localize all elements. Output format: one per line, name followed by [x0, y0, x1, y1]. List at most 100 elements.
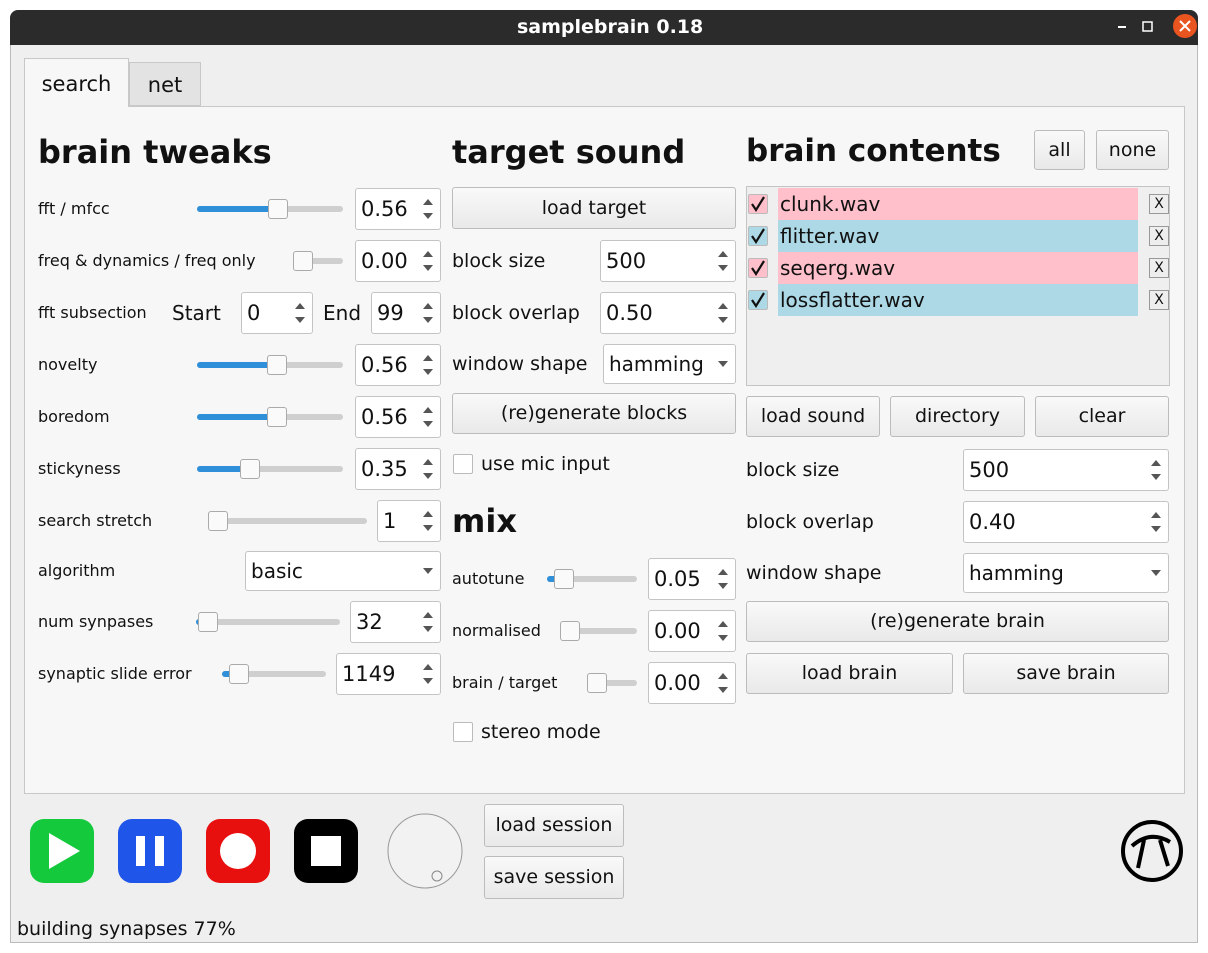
slider-track[interactable]	[197, 466, 343, 472]
button[interactable]: save brain	[963, 653, 1169, 694]
combo-box[interactable]: hamming	[963, 553, 1169, 593]
arrow[interactable]	[423, 355, 433, 361]
arrow[interactable]	[423, 525, 433, 531]
checkbox[interactable]	[748, 194, 768, 214]
slider-track[interactable]	[588, 680, 637, 686]
spin-box[interactable]: 0.56	[355, 188, 441, 230]
slider-track[interactable]	[293, 258, 343, 264]
arrow[interactable]	[423, 664, 433, 670]
spin-box[interactable]: 0.50	[600, 292, 736, 334]
button[interactable]: clear	[1035, 396, 1169, 437]
slider-track[interactable]	[222, 671, 326, 677]
arrow[interactable]	[1151, 512, 1161, 518]
slider-handle[interactable]	[560, 621, 580, 641]
arrow[interactable]	[423, 473, 433, 479]
file-name[interactable]: flitter.wav	[778, 220, 1138, 252]
button[interactable]: load session	[484, 804, 624, 847]
combo-box[interactable]: basic	[245, 551, 441, 591]
remove-button[interactable]: X	[1149, 226, 1169, 246]
arrow[interactable]	[1151, 474, 1161, 480]
remove-button[interactable]: X	[1149, 290, 1169, 310]
spin-box[interactable]: 1	[377, 500, 441, 542]
spin-box[interactable]: 0.56	[355, 396, 441, 438]
file-name[interactable]: clunk.wav	[778, 188, 1138, 220]
button[interactable]: save session	[484, 856, 624, 899]
arrow[interactable]	[423, 678, 433, 684]
arrow[interactable]	[718, 583, 728, 589]
remove-button[interactable]: X	[1149, 194, 1169, 214]
slider-track[interactable]	[562, 628, 637, 634]
checkbox[interactable]	[453, 454, 473, 474]
arrow[interactable]	[423, 511, 433, 517]
spin-box[interactable]: 0	[241, 292, 313, 334]
spin-box[interactable]: 0.00	[355, 240, 441, 282]
slider-handle[interactable]	[267, 355, 287, 375]
arrow[interactable]	[423, 421, 433, 427]
slider-handle[interactable]	[240, 459, 260, 479]
arrow[interactable]	[295, 317, 305, 323]
spin-box[interactable]: 500	[963, 449, 1169, 491]
checkbox[interactable]	[748, 226, 768, 246]
arrow[interactable]	[423, 568, 433, 574]
combo-box[interactable]: hamming	[603, 344, 736, 384]
spin-box[interactable]: 1149	[336, 653, 441, 695]
remove-button[interactable]: X	[1149, 258, 1169, 278]
spin-box[interactable]: 0.00	[648, 662, 736, 704]
window-controls[interactable]	[1110, 10, 1200, 45]
file-name[interactable]: seqerg.wav	[778, 252, 1138, 284]
arrow[interactable]	[423, 317, 433, 323]
button[interactable]: all	[1034, 130, 1085, 170]
arrow[interactable]	[718, 303, 728, 309]
arrow[interactable]	[423, 199, 433, 205]
arrow[interactable]	[423, 369, 433, 375]
spin-box[interactable]: 0.05	[648, 558, 736, 600]
slider-handle[interactable]	[293, 251, 313, 271]
slider-handle[interactable]	[229, 664, 249, 684]
tab[interactable]: net	[129, 62, 201, 106]
spin-box[interactable]: 0.35	[355, 448, 441, 490]
arrow[interactable]	[1151, 460, 1161, 466]
slider-handle[interactable]	[198, 612, 218, 632]
arrow[interactable]	[718, 265, 728, 271]
spin-box[interactable]: 0.56	[355, 344, 441, 386]
checkbox[interactable]	[748, 258, 768, 278]
arrow[interactable]	[718, 635, 728, 641]
arrow[interactable]	[295, 303, 305, 309]
slider-handle[interactable]	[267, 407, 287, 427]
arrow[interactable]	[718, 569, 728, 575]
arrow[interactable]	[423, 407, 433, 413]
file-name[interactable]: lossflatter.wav	[778, 284, 1138, 316]
button[interactable]: (re)generate blocks	[452, 393, 736, 434]
arrow[interactable]	[1151, 526, 1161, 532]
arrow[interactable]	[423, 612, 433, 618]
spin-box[interactable]: 500	[600, 240, 736, 282]
arrow[interactable]	[423, 251, 433, 257]
arrow[interactable]	[423, 265, 433, 271]
button[interactable]: load brain	[746, 653, 953, 694]
spin-box[interactable]: 0.40	[963, 501, 1169, 543]
button[interactable]: none	[1096, 130, 1169, 170]
slider-track[interactable]	[209, 518, 367, 524]
slider-handle[interactable]	[554, 569, 574, 589]
arrow[interactable]	[423, 626, 433, 632]
arrow[interactable]	[718, 317, 728, 323]
slider-track[interactable]	[196, 619, 340, 625]
slider-handle[interactable]	[587, 673, 607, 693]
checkbox[interactable]	[453, 722, 473, 742]
spin-box[interactable]: 32	[350, 601, 441, 643]
arrow[interactable]	[718, 251, 728, 257]
slider-handle[interactable]	[208, 511, 228, 531]
arrow[interactable]	[718, 361, 728, 367]
arrow[interactable]	[718, 673, 728, 679]
spin-box[interactable]: 0.00	[648, 610, 736, 652]
arrow[interactable]	[423, 213, 433, 219]
arrow[interactable]	[1151, 570, 1161, 576]
button[interactable]: directory	[890, 396, 1025, 437]
button[interactable]: load target	[452, 187, 736, 229]
arrow[interactable]	[718, 621, 728, 627]
checkbox[interactable]	[748, 290, 768, 310]
slider-handle[interactable]	[268, 199, 288, 219]
arrow[interactable]	[423, 459, 433, 465]
arrow[interactable]	[718, 687, 728, 693]
button[interactable]: (re)generate brain	[746, 601, 1169, 642]
